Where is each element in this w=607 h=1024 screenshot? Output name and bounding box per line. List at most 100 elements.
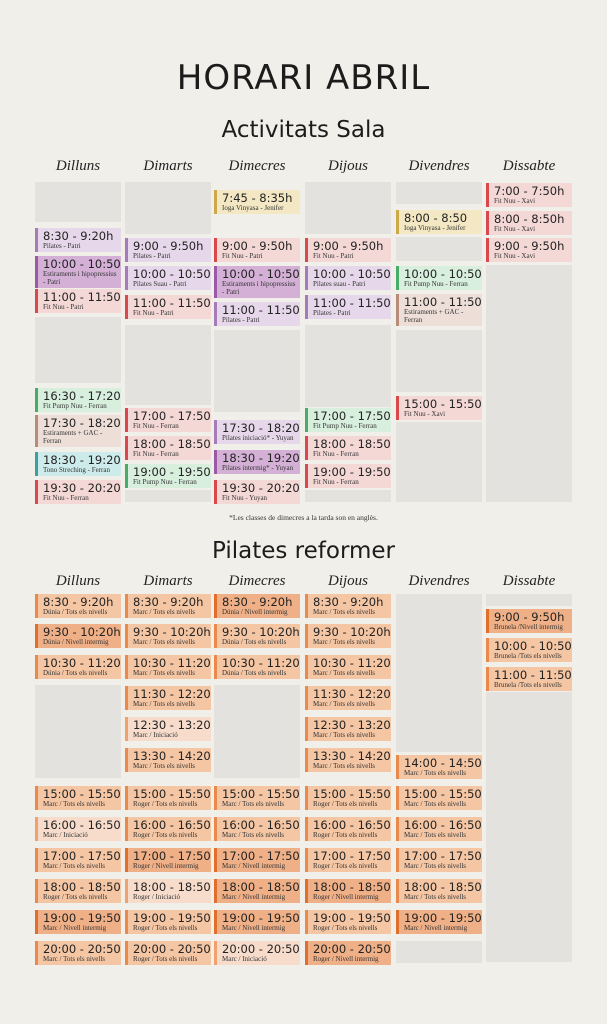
class-slot: 10:30 - 11:20h Marc / Tots els nivells [125, 655, 211, 679]
class-description: Pilates Suau - Patri [133, 280, 187, 288]
class-time: 18:00 - 18:50h [43, 880, 121, 894]
class-time: 13:30 - 14:20h [313, 749, 391, 763]
class-time: 10:00 - 10:50h [133, 267, 211, 281]
class-description: Dúnia / Nivell intermig [222, 608, 288, 616]
class-slot: 8:00 - 8:50h Fit Nuu - Xavi [486, 211, 572, 235]
class-slot: 11:00 - 11:50h Pilates - Patri [214, 302, 300, 326]
class-time: 7:45 - 8:35h [222, 191, 293, 205]
class-time: 10:00 - 10:50h [313, 267, 391, 281]
class-slot: 19:00 - 19:50h Roger / Tots els nivells [125, 910, 211, 934]
class-time: 19:00 - 19:50h [133, 911, 211, 925]
class-time: 9:00 - 9:50h [494, 610, 565, 624]
class-description: Marc / Tots els nivells [133, 762, 195, 770]
class-slot: 10:30 - 11:20h Dúnia / Tots els nivells [214, 655, 300, 679]
class-time: 16:00 - 16:50h [313, 818, 391, 832]
class-description: Pilates - Patri [43, 242, 81, 250]
class-slot: 8:00 - 8:50 Ioga Vinyasa - Jenifer [396, 210, 482, 234]
column-background [396, 237, 482, 261]
class-time: 15:00 - 15:50h [313, 787, 391, 801]
column-background [125, 490, 211, 502]
day-header-dimecres: Dimecres [228, 573, 286, 589]
class-slot: 17:00 - 17:50h Fit Pump Nuu - Ferran [305, 408, 391, 432]
class-slot: 17:00 - 17:50h Roger / Nivell intermig [125, 848, 211, 872]
class-slot: 9:00 - 9:50h Fit Nuu - Xavi [486, 238, 572, 262]
column-background [125, 182, 211, 234]
class-slot: 13:30 - 14:20h Marc / Tots els nivells [125, 748, 211, 772]
class-description: Pilates - Patri [222, 316, 260, 324]
class-description: Fit Pump Nuu - Ferran [313, 422, 377, 430]
class-slot: 17:00 - 17:50h Marc / Tots els nivells [35, 848, 121, 872]
column-background [305, 490, 391, 502]
class-description: Roger / Tots els nivells [133, 831, 198, 839]
class-description: Marc / Tots els nivells [313, 669, 375, 677]
class-time: 17:00 - 17:50h [133, 409, 211, 423]
class-slot: 10:00 - 10:50h Estiraments i hipopressius… [35, 256, 121, 288]
class-time: 9:30 - 10:20h [222, 625, 300, 639]
column-background [214, 685, 300, 778]
sala-note: *Les classes de dimecres a la tarda son … [229, 513, 378, 522]
class-description: Marc / Tots els nivells [43, 955, 105, 963]
day-header-divendres: Divendres [408, 573, 470, 589]
class-description: Marc / Tots els nivells [313, 731, 375, 739]
class-description: Ioga Vinyasa - Jenifer [404, 224, 466, 232]
class-time: 17:30 - 18:20h [43, 416, 121, 430]
class-slot: 8:30 - 9:20h Dúnia / Nivell intermig [214, 594, 300, 618]
class-time: 15:00 - 15:50h [133, 787, 211, 801]
column-background [214, 330, 300, 412]
class-description: Roger / Nivell intermig [313, 955, 379, 963]
class-description: Estiraments i hipopressius - Patri [222, 280, 296, 296]
class-description: Marc / Tots els nivells [313, 638, 375, 646]
class-slot: 11:00 - 11:50h Estiraments + GAC - Ferran [396, 294, 482, 326]
class-description: Fit Nuu - Xavi [494, 252, 536, 260]
class-slot: 10:00 - 10:50h Brunela /Tots els nivells [486, 638, 572, 662]
class-slot: 10:00 - 10:50h Fit Pump Nuu - Ferran [396, 266, 482, 290]
class-time: 8:00 - 8:50 [404, 211, 468, 225]
class-description: Fit Nuu - Patri [43, 303, 84, 311]
class-description: Marc / Tots els nivells [222, 800, 284, 808]
class-time: 19:30 - 20:20h [222, 481, 300, 495]
class-time: 18:00 - 18:50h [133, 880, 211, 894]
class-slot: 19:00 - 19:50h Fit Pump Nuu - Ferran [125, 464, 211, 488]
class-description: Fit Nuu - Xavi [494, 225, 536, 233]
class-description: Marc / Tots els nivells [222, 831, 284, 839]
class-slot: 12:30 - 13:20h Marc / Tots els nivells [305, 717, 391, 741]
class-description: Marc / Tots els nivells [133, 669, 195, 677]
class-slot: 10:30 - 11:20h Marc / Tots els nivells [305, 655, 391, 679]
class-time: 19:30 - 20:20h [43, 481, 121, 495]
class-slot: 9:30 - 10:20h Dúnia / Nivell intermig [35, 624, 121, 648]
class-description: Fit Pump Nuu - Ferran [133, 478, 197, 486]
class-slot: 8:30 - 9:20h Marc / Tots els nivells [305, 594, 391, 618]
class-time: 10:30 - 11:20h [222, 656, 300, 670]
class-slot: 10:00 - 10:50h Pilates suau - Patri [305, 266, 391, 290]
class-description: Dúnia / Tots els nivells [43, 608, 108, 616]
day-header-dimecres: Dimecres [228, 158, 286, 174]
column-background [125, 325, 211, 405]
class-slot: 18:00 - 18:50h Fit Nuu - Ferran [125, 436, 211, 460]
day-header-dijous: Dijous [327, 573, 368, 589]
class-description: Roger / Tots els nivells [313, 862, 378, 870]
class-description: Estiraments + GAC - Ferran [43, 429, 103, 445]
class-description: Brunela /Nivell intermig [494, 623, 563, 631]
column-background [396, 941, 482, 963]
class-time: 11:30 - 12:20h [133, 687, 211, 701]
class-time: 18:30 - 19:20h [43, 453, 121, 467]
class-description: Marc / Iniciació [133, 731, 178, 739]
class-time: 20:00 - 20:50h [133, 942, 211, 956]
class-description: Brunela /Tots els nivells [494, 652, 562, 660]
class-time: 10:30 - 11:20h [133, 656, 211, 670]
class-slot: 20:00 - 20:50h Marc / Tots els nivells [35, 941, 121, 965]
class-time: 17:00 - 17:50h [43, 849, 121, 863]
class-description: Marc / Nivell intermig [43, 924, 107, 932]
class-time: 8:30 - 9:20h [313, 595, 384, 609]
class-description: Fit Nuu - Xavi [404, 410, 446, 418]
class-time: 18:30 - 19:20h [222, 451, 300, 465]
class-description: Marc / Tots els nivells [43, 800, 105, 808]
class-slot: 9:30 - 10:20h Marc / Tots els nivells [305, 624, 391, 648]
class-description: Pilates iniciació* - Yuyan [222, 434, 294, 442]
class-description: Pilates intermig* - Yuyan [222, 464, 294, 472]
class-description: Marc / Iniciació [222, 955, 267, 963]
class-slot: 17:00 - 17:50h Marc / Nivell intermig [214, 848, 300, 872]
class-description: Marc / Nivell intermig [222, 862, 286, 870]
class-time: 16:00 - 16:50h [43, 818, 121, 832]
class-time: 16:00 - 16:50h [222, 818, 300, 832]
